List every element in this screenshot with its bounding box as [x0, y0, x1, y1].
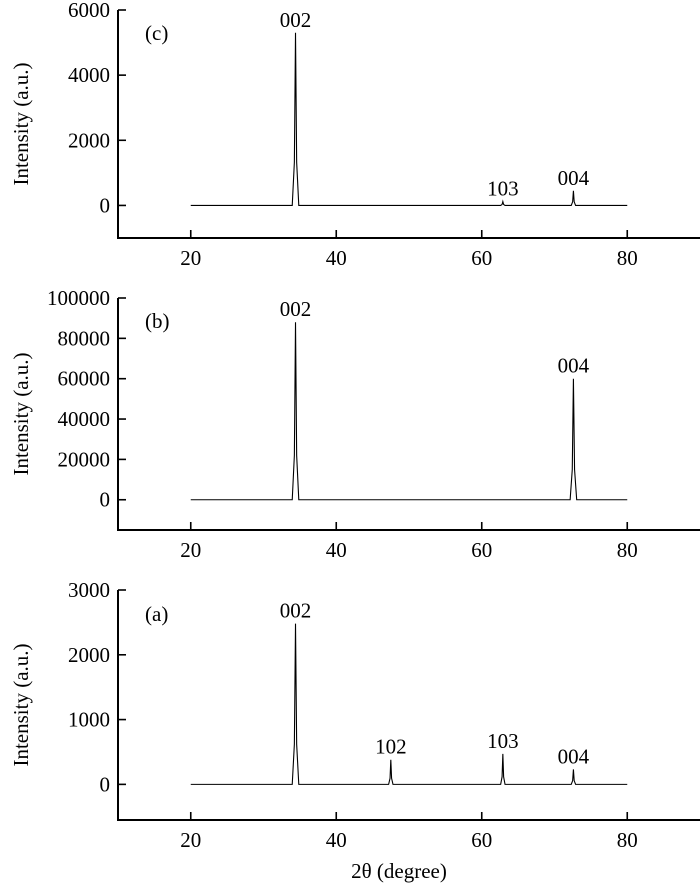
- y-tick-label: 40000: [58, 407, 111, 431]
- x-tick-label: 80: [617, 538, 638, 562]
- y-tick-label: 20000: [58, 447, 111, 471]
- peak-label-103: 103: [487, 177, 519, 201]
- panel-label: (a): [145, 602, 168, 626]
- xrd-trace: [190, 32, 628, 206]
- y-tick-label: 3000: [68, 578, 110, 602]
- panel-label: (c): [145, 21, 168, 45]
- y-tick-label: 0: [100, 772, 111, 796]
- axes-frame: [117, 590, 700, 821]
- y-tick-label: 80000: [58, 326, 111, 350]
- peak-label-004: 004: [558, 166, 590, 190]
- x-tick-label: 20: [180, 538, 201, 562]
- axes-frame: [117, 298, 700, 531]
- axes-frame: [117, 10, 700, 239]
- peak-label-004: 004: [558, 354, 590, 378]
- xrd-trace: [190, 322, 628, 501]
- y-tick-label: 100000: [47, 286, 110, 310]
- panel-c: 0 2000 4000 6000 20 40 60 80 Intensity (a.u.) (c)…: [9, 0, 700, 270]
- y-tick-label: 6000: [68, 0, 110, 22]
- x-tick-label: 40: [326, 538, 347, 562]
- panel-label: (b): [145, 309, 170, 333]
- y-tick-label: 4000: [68, 63, 110, 87]
- x-tick-label: 80: [617, 828, 638, 852]
- y-tick-label: 60000: [58, 367, 111, 391]
- y-tick-label: 0: [100, 488, 111, 512]
- x-axis-label: 2θ (degree): [351, 859, 447, 883]
- x-tick-label: 60: [471, 828, 492, 852]
- peak-label-102: 102: [375, 735, 407, 759]
- x-tick-label: 40: [326, 828, 347, 852]
- x-tick-label: 20: [180, 246, 201, 270]
- peak-label-004: 004: [558, 744, 590, 768]
- y-tick-label: 2000: [68, 128, 110, 152]
- y-axis-label: Intensity (a.u.): [9, 62, 33, 185]
- x-tick-label: 60: [471, 246, 492, 270]
- y-tick-label: 1000: [68, 708, 110, 732]
- xrd-trace: [190, 623, 628, 785]
- y-axis-label: Intensity (a.u.): [9, 352, 33, 475]
- x-tick-label: 40: [326, 246, 347, 270]
- panel-b: 0 20000 40000 60000 80000 100000 20 40 60 80 Inten…: [9, 286, 700, 562]
- y-tick-label: 0: [100, 193, 111, 217]
- peak-label-103: 103: [487, 729, 519, 753]
- y-tick-label: 2000: [68, 643, 110, 667]
- peak-label-002: 002: [280, 297, 312, 321]
- peak-label-002: 002: [280, 599, 312, 623]
- y-axis-label: Intensity (a.u.): [9, 643, 33, 766]
- x-tick-label: 60: [471, 538, 492, 562]
- peak-label-002: 002: [280, 8, 312, 32]
- x-tick-label: 80: [617, 246, 638, 270]
- x-tick-label: 20: [180, 828, 201, 852]
- panel-a: 0 1000 2000 3000 20 40 60 80 Intensity (a.u.) 2θ …: [9, 578, 700, 883]
